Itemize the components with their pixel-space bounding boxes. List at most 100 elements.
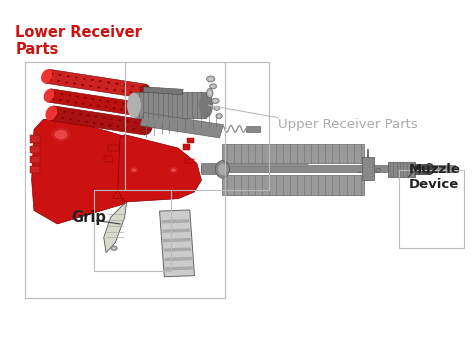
Ellipse shape (100, 123, 103, 125)
Bar (162, 228, 190, 233)
Ellipse shape (62, 117, 64, 119)
Ellipse shape (75, 76, 78, 79)
Ellipse shape (93, 122, 96, 124)
Bar (25, 62, 225, 298)
Ellipse shape (97, 86, 100, 88)
Polygon shape (113, 185, 169, 199)
Ellipse shape (61, 94, 64, 95)
Bar (134, 92, 206, 118)
Ellipse shape (82, 103, 85, 105)
Ellipse shape (134, 122, 137, 124)
Ellipse shape (49, 79, 52, 81)
Ellipse shape (59, 99, 62, 101)
Ellipse shape (55, 130, 67, 139)
Ellipse shape (136, 111, 138, 113)
Ellipse shape (215, 160, 229, 178)
Ellipse shape (107, 82, 110, 84)
Ellipse shape (137, 92, 140, 95)
Ellipse shape (46, 106, 57, 120)
Bar (399, 170, 465, 248)
Ellipse shape (215, 107, 219, 109)
Ellipse shape (122, 103, 125, 105)
Ellipse shape (128, 110, 131, 112)
Ellipse shape (109, 124, 111, 126)
Ellipse shape (425, 163, 434, 175)
Ellipse shape (91, 79, 94, 81)
Ellipse shape (79, 113, 82, 115)
Ellipse shape (129, 104, 132, 106)
Ellipse shape (117, 126, 119, 128)
Ellipse shape (83, 97, 86, 99)
Ellipse shape (107, 100, 109, 102)
Ellipse shape (142, 123, 145, 125)
Bar (30, 146, 40, 153)
Ellipse shape (53, 92, 56, 94)
Bar (164, 257, 192, 261)
Ellipse shape (65, 81, 68, 83)
Ellipse shape (207, 88, 213, 98)
Ellipse shape (113, 89, 116, 91)
Ellipse shape (218, 115, 221, 117)
Ellipse shape (51, 98, 54, 100)
Bar (49, 106, 149, 135)
Bar (222, 175, 365, 195)
Text: Grip: Grip (71, 210, 106, 225)
Ellipse shape (199, 92, 213, 118)
Bar (30, 166, 40, 173)
Ellipse shape (118, 119, 121, 121)
Ellipse shape (137, 103, 147, 116)
Ellipse shape (105, 106, 108, 108)
Ellipse shape (87, 114, 90, 116)
Bar (183, 144, 190, 150)
Text: Lower Receiver
Parts: Lower Receiver Parts (15, 25, 142, 57)
Ellipse shape (129, 91, 132, 93)
Ellipse shape (212, 98, 219, 104)
Bar (246, 126, 260, 132)
Ellipse shape (69, 118, 72, 120)
Ellipse shape (44, 89, 55, 102)
Bar (94, 190, 171, 271)
Bar (163, 238, 191, 242)
Ellipse shape (120, 108, 123, 111)
Ellipse shape (41, 69, 52, 83)
Ellipse shape (59, 74, 62, 76)
Ellipse shape (91, 98, 94, 100)
Bar (104, 156, 113, 162)
Ellipse shape (95, 116, 98, 118)
Ellipse shape (209, 78, 213, 81)
Bar (140, 113, 223, 138)
Ellipse shape (171, 168, 176, 172)
Ellipse shape (51, 128, 71, 142)
Ellipse shape (131, 85, 134, 87)
Ellipse shape (66, 100, 69, 102)
Ellipse shape (51, 73, 54, 75)
Bar (362, 156, 374, 180)
Ellipse shape (83, 78, 86, 80)
Ellipse shape (110, 245, 118, 251)
Ellipse shape (68, 95, 71, 97)
Bar (388, 162, 416, 177)
Bar (220, 164, 309, 166)
Polygon shape (104, 199, 132, 253)
Ellipse shape (169, 167, 178, 173)
Ellipse shape (114, 102, 117, 104)
Ellipse shape (112, 107, 115, 109)
Bar (143, 87, 183, 95)
Bar (47, 89, 144, 116)
Bar (416, 164, 429, 174)
Ellipse shape (105, 88, 108, 90)
Ellipse shape (99, 99, 102, 101)
Ellipse shape (81, 84, 84, 86)
Ellipse shape (73, 83, 76, 85)
Ellipse shape (214, 100, 217, 102)
Ellipse shape (139, 86, 142, 88)
Bar (30, 156, 40, 163)
Ellipse shape (216, 114, 222, 118)
Ellipse shape (141, 120, 153, 135)
Ellipse shape (139, 84, 150, 98)
Bar (160, 210, 194, 277)
Ellipse shape (137, 105, 140, 107)
Ellipse shape (54, 116, 56, 118)
Bar (165, 266, 192, 271)
Ellipse shape (124, 127, 127, 129)
